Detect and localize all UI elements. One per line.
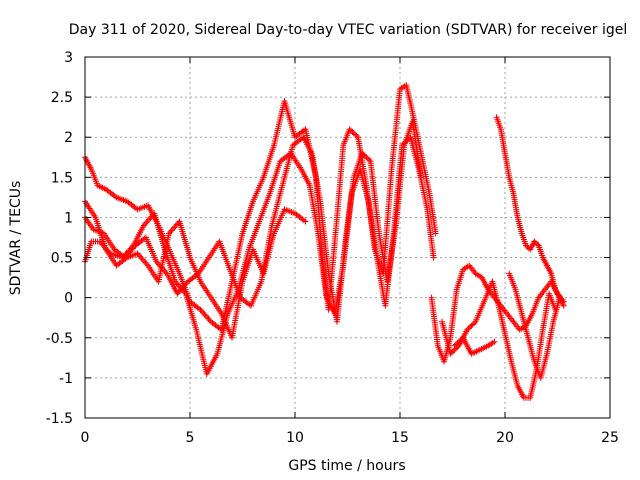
data-point bbox=[363, 154, 370, 161]
x-tick-label: 10 bbox=[286, 430, 304, 446]
data-point bbox=[556, 294, 563, 301]
data-point bbox=[469, 321, 476, 328]
series-track-e bbox=[428, 262, 567, 365]
plot-frame bbox=[84, 56, 611, 419]
data-point bbox=[364, 155, 371, 162]
data-point bbox=[359, 150, 366, 157]
data-point bbox=[454, 340, 461, 347]
data-point bbox=[447, 350, 454, 357]
x-tick-label: 25 bbox=[601, 430, 619, 446]
data-point bbox=[366, 157, 373, 163]
x-tick-label: 5 bbox=[186, 430, 195, 446]
data-points bbox=[82, 82, 567, 401]
data-point bbox=[455, 338, 462, 345]
data-point bbox=[353, 132, 360, 139]
data-point bbox=[453, 341, 459, 348]
chart-title: Day 311 of 2020, Sidereal Day-to-day VTE… bbox=[69, 22, 628, 38]
data-point bbox=[430, 254, 437, 261]
y-tick-label: 1 bbox=[64, 210, 73, 226]
y-tick-label: 0.5 bbox=[51, 251, 73, 267]
axis-ticks: 0 5 10 15 20 25 -1.5 -1 -0.5 0 0.5 1 1.5 2 2.5 3 bbox=[46, 50, 619, 446]
data-point bbox=[349, 128, 356, 135]
data-point bbox=[465, 325, 472, 332]
y-tick-label: 3 bbox=[64, 50, 73, 66]
data-point bbox=[560, 302, 567, 309]
series-track-g bbox=[451, 334, 498, 357]
x-axis-title: GPS time / hours bbox=[288, 458, 405, 474]
y-tick-label: 2.5 bbox=[51, 90, 73, 106]
data-point bbox=[467, 324, 473, 331]
series-track-i bbox=[506, 270, 563, 381]
series-track-f bbox=[439, 278, 559, 401]
y-tick-label: 0 bbox=[64, 291, 73, 307]
data-point bbox=[362, 152, 368, 159]
data-point bbox=[448, 349, 455, 356]
data-point bbox=[350, 130, 357, 137]
data-point bbox=[432, 230, 439, 237]
data-point bbox=[457, 337, 464, 344]
data-point bbox=[491, 338, 498, 345]
series-track-d bbox=[82, 198, 309, 341]
data-point bbox=[464, 326, 471, 333]
data-point bbox=[302, 218, 309, 225]
y-tick-label: -1 bbox=[59, 371, 73, 387]
y-tick-label: -0.5 bbox=[46, 331, 73, 347]
data-point bbox=[534, 241, 541, 248]
data-point bbox=[418, 174, 424, 181]
data-point bbox=[451, 342, 458, 349]
data-point bbox=[346, 126, 353, 133]
y-tick-label: 2 bbox=[64, 130, 73, 146]
data-point bbox=[352, 131, 359, 138]
data-point bbox=[348, 127, 354, 134]
y-tick-label: -1.5 bbox=[46, 411, 73, 427]
data-point bbox=[531, 238, 538, 245]
data-point bbox=[471, 320, 478, 327]
data-point bbox=[468, 322, 475, 329]
data-point bbox=[532, 239, 539, 246]
x-tick-label: 0 bbox=[81, 430, 90, 446]
data-point bbox=[450, 348, 457, 355]
data-point bbox=[360, 151, 367, 158]
y-axis-title: SDTVAR / TECUs bbox=[8, 181, 24, 296]
data-point bbox=[523, 242, 529, 249]
y-tick-label: 1.5 bbox=[51, 170, 73, 186]
data-point bbox=[524, 243, 531, 250]
x-tick-label: 20 bbox=[496, 430, 514, 446]
x-tick-label: 15 bbox=[391, 430, 409, 446]
